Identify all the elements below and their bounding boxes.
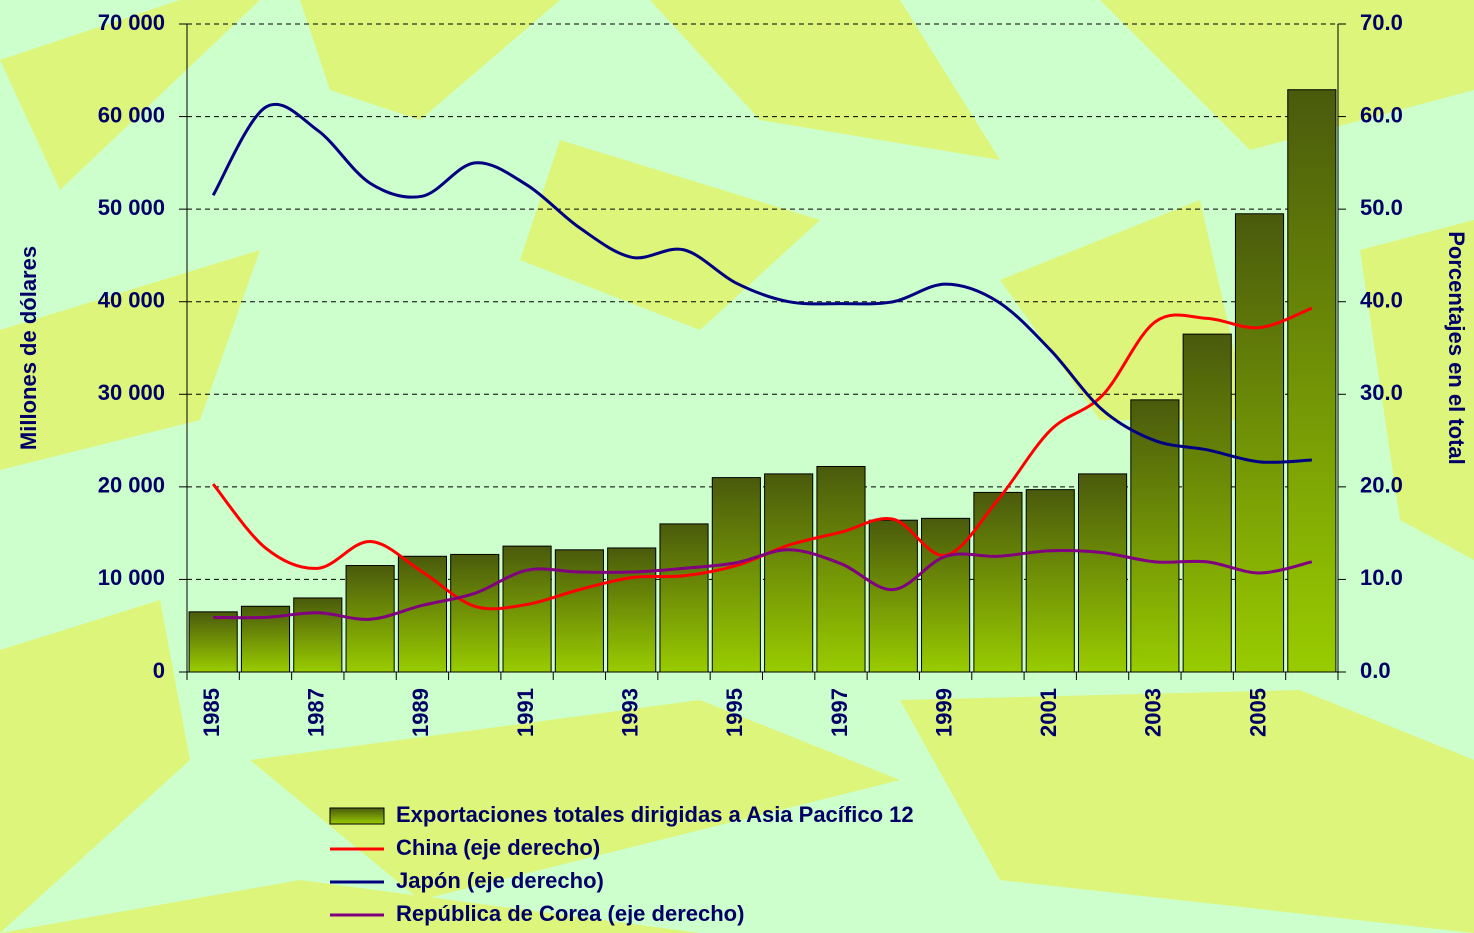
bar [1235,214,1283,672]
x-tick-label: 1991 [513,688,538,737]
y2-tick-label: 40.0 [1360,288,1403,313]
x-tick-label: 1993 [618,688,643,737]
legend-label: China (eje derecho) [396,835,600,860]
y-tick-label: 10 000 [98,565,165,590]
legend-label: Japón (eje derecho) [396,868,604,893]
x-tick-label: 1987 [304,688,329,737]
bar [712,478,760,672]
bar [1026,490,1074,672]
bar [1183,334,1231,672]
bar [922,518,970,672]
y-tick-label: 60 000 [98,102,165,127]
bar [1288,90,1336,672]
y2-tick-label: 20.0 [1360,473,1403,498]
y2-axis-title: Porcentajes en el total [1444,231,1469,465]
x-tick-label: 2005 [1245,688,1270,737]
y2-tick-label: 30.0 [1360,380,1403,405]
y2-tick-label: 70.0 [1360,10,1403,35]
y-tick-label: 50 000 [98,195,165,220]
x-tick-label: 2003 [1141,688,1166,737]
y-tick-label: 0 [153,658,165,683]
x-tick-label: 1997 [827,688,852,737]
legend-label: República de Corea (eje derecho) [396,901,744,926]
bar [974,492,1022,672]
bar [817,466,865,672]
y-tick-label: 20 000 [98,473,165,498]
y2-tick-label: 50.0 [1360,195,1403,220]
bar [608,548,656,672]
x-tick-label: 1999 [931,688,956,737]
x-tick-label: 1995 [722,688,747,737]
bar [660,524,708,672]
bar [869,520,917,672]
bar [555,550,603,672]
chart: Millones de dólares Porcentajes en el to… [0,0,1474,933]
legend-label: Exportaciones totales dirigidas a Asia P… [396,802,914,827]
legend-swatch [330,808,384,824]
x-tick-label: 1989 [408,688,433,737]
x-tick-label: 2001 [1036,688,1061,737]
y-tick-label: 70 000 [98,10,165,35]
x-tick-label: 1985 [199,688,224,737]
y-tick-label: 40 000 [98,288,165,313]
y2-tick-label: 0.0 [1360,658,1391,683]
y-tick-label: 30 000 [98,380,165,405]
bar [189,612,237,672]
bar [294,598,342,672]
bar [503,546,551,672]
y-axis-title: Millones de dólares [16,246,41,450]
bar [765,474,813,672]
y2-tick-label: 10.0 [1360,565,1403,590]
y2-tick-label: 60.0 [1360,102,1403,127]
bar [1079,474,1127,672]
bar [451,554,499,672]
